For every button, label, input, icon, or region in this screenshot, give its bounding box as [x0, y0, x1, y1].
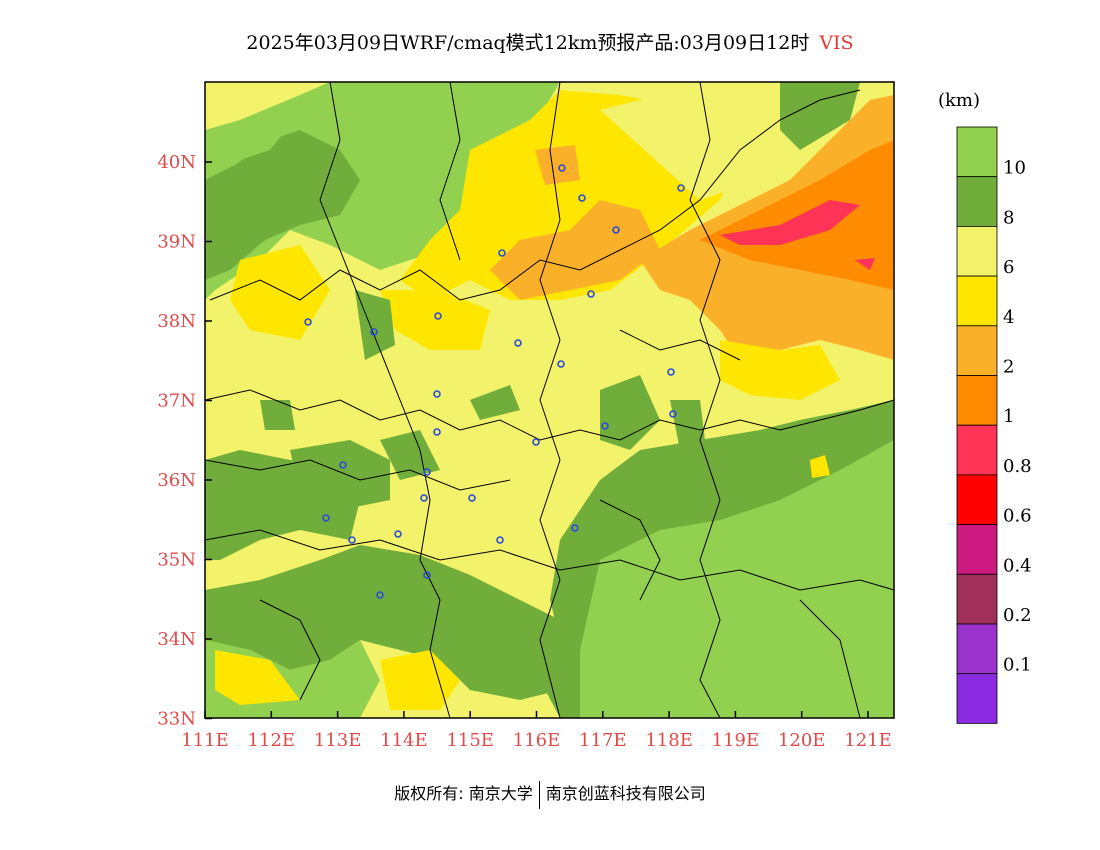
footer-separator [538, 780, 540, 809]
map-title: 2025年03月09日WRF/cmaq模式12km预报产品:03月09日12时 V… [0, 28, 1100, 55]
province-boundaries [205, 82, 894, 718]
lat-label: 38N [157, 311, 196, 332]
city-markers [304, 164, 685, 599]
legend-unit: (km) [938, 90, 981, 111]
lon-label: 121E [844, 730, 892, 751]
longitude-axis: 111E 112E 113E 114E 115E 116E 117E 118E 119E 120E… [181, 711, 892, 751]
lat-label: 40N [157, 152, 196, 173]
lat-label: 34N [157, 629, 196, 650]
lat-label: 35N [157, 550, 196, 571]
title-main: 2025年03月09日WRF/cmaq模式12km预报产品:03月09日12时 [246, 32, 810, 54]
footer-copyright: 版权所有: 南京大学 [394, 784, 533, 803]
lon-label: 113E [314, 730, 362, 751]
lon-label: 112E [248, 730, 296, 751]
lon-label: 115E [446, 730, 494, 751]
visibility-field [205, 82, 894, 718]
lat-label: 33N [157, 709, 196, 730]
latitude-axis: 40N 39N 38N 37N 36N 35N 34N 33N [157, 152, 212, 730]
lon-label: 119E [712, 730, 760, 751]
lon-label: 117E [579, 730, 627, 751]
lat-label: 37N [157, 391, 196, 412]
lon-label: 118E [645, 730, 693, 751]
lat-label: 39N [157, 232, 196, 253]
lon-label: 120E [778, 730, 826, 751]
lon-label: 111E [181, 730, 229, 751]
footer: 版权所有: 南京大学 南京创蓝科技有限公司 [0, 780, 1100, 809]
lon-label: 114E [380, 730, 428, 751]
lat-label: 36N [157, 470, 196, 491]
footer-company: 南京创蓝科技有限公司 [545, 784, 706, 803]
title-variable: VIS [819, 32, 854, 54]
lon-label: 116E [513, 730, 561, 751]
